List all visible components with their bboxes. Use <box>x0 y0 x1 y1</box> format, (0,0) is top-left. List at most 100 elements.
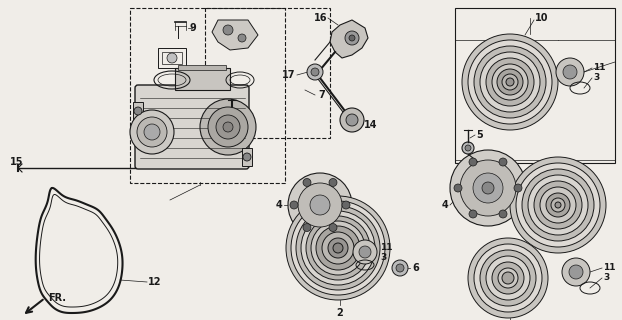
Bar <box>205 8 330 138</box>
Text: 15: 15 <box>10 157 24 167</box>
Circle shape <box>137 117 167 147</box>
Circle shape <box>298 183 342 227</box>
Circle shape <box>469 158 477 166</box>
Circle shape <box>311 68 319 76</box>
Text: 6: 6 <box>412 263 419 273</box>
Circle shape <box>303 223 311 231</box>
Text: 3: 3 <box>603 274 610 283</box>
Circle shape <box>468 40 552 124</box>
Circle shape <box>353 240 377 264</box>
Circle shape <box>134 107 142 115</box>
Bar <box>242 148 252 166</box>
Circle shape <box>342 201 350 209</box>
Circle shape <box>480 250 536 306</box>
Circle shape <box>534 181 582 229</box>
Circle shape <box>514 184 522 192</box>
Circle shape <box>200 99 256 155</box>
Circle shape <box>291 201 385 295</box>
Circle shape <box>546 193 570 217</box>
Bar <box>130 8 285 183</box>
Circle shape <box>454 184 462 192</box>
Polygon shape <box>330 20 368 58</box>
Text: 16: 16 <box>313 13 327 23</box>
Circle shape <box>569 265 583 279</box>
Circle shape <box>238 34 246 42</box>
Circle shape <box>555 202 561 208</box>
Text: 11: 11 <box>603 263 616 273</box>
Text: 4: 4 <box>441 200 448 210</box>
Bar <box>178 65 226 70</box>
Circle shape <box>307 64 323 80</box>
Circle shape <box>474 46 546 118</box>
Bar <box>162 52 182 64</box>
Circle shape <box>329 223 337 231</box>
Circle shape <box>506 78 514 86</box>
Circle shape <box>243 153 251 161</box>
Circle shape <box>502 74 518 90</box>
Circle shape <box>396 264 404 272</box>
Text: 3: 3 <box>593 74 599 83</box>
Circle shape <box>460 160 516 216</box>
Circle shape <box>223 25 233 35</box>
Circle shape <box>296 206 380 290</box>
Bar <box>133 102 143 120</box>
Circle shape <box>208 107 248 147</box>
Bar <box>158 48 186 68</box>
Text: 8: 8 <box>198 75 205 85</box>
Circle shape <box>345 31 359 45</box>
Circle shape <box>474 244 542 312</box>
Bar <box>455 8 615 163</box>
Circle shape <box>492 64 528 100</box>
Circle shape <box>563 65 577 79</box>
Text: 12: 12 <box>148 277 162 287</box>
Circle shape <box>499 158 507 166</box>
Circle shape <box>462 142 474 154</box>
Circle shape <box>462 34 558 130</box>
Text: 7: 7 <box>318 90 325 100</box>
Text: 11: 11 <box>593 63 605 73</box>
Circle shape <box>311 221 365 275</box>
Circle shape <box>522 169 594 241</box>
Circle shape <box>167 53 177 63</box>
Circle shape <box>498 268 518 288</box>
Circle shape <box>216 115 240 139</box>
Text: 5: 5 <box>476 130 483 140</box>
Circle shape <box>497 69 523 95</box>
Circle shape <box>551 198 565 212</box>
Circle shape <box>316 226 360 270</box>
Circle shape <box>473 173 503 203</box>
Text: 9: 9 <box>190 23 197 33</box>
Circle shape <box>322 232 354 264</box>
Circle shape <box>288 173 352 237</box>
Circle shape <box>310 195 330 215</box>
Circle shape <box>510 157 606 253</box>
Circle shape <box>492 262 524 294</box>
Circle shape <box>499 210 507 218</box>
Text: 10: 10 <box>535 13 549 23</box>
Circle shape <box>303 179 311 187</box>
Circle shape <box>301 211 375 285</box>
Circle shape <box>469 210 477 218</box>
Circle shape <box>392 260 408 276</box>
Circle shape <box>482 182 494 194</box>
Polygon shape <box>212 20 258 50</box>
Circle shape <box>480 52 540 112</box>
Circle shape <box>450 150 526 226</box>
Circle shape <box>540 187 576 223</box>
Circle shape <box>516 163 600 247</box>
Circle shape <box>306 216 370 280</box>
Text: 1: 1 <box>211 107 218 117</box>
Circle shape <box>328 238 348 258</box>
Circle shape <box>486 58 534 106</box>
Text: 17: 17 <box>282 70 295 80</box>
Circle shape <box>223 122 233 132</box>
Circle shape <box>528 175 588 235</box>
Text: FR.: FR. <box>48 293 66 303</box>
Bar <box>175 68 230 90</box>
Circle shape <box>346 114 358 126</box>
Text: 8: 8 <box>209 76 215 84</box>
Circle shape <box>286 196 390 300</box>
Circle shape <box>340 108 364 132</box>
Circle shape <box>130 110 174 154</box>
Circle shape <box>349 35 355 41</box>
